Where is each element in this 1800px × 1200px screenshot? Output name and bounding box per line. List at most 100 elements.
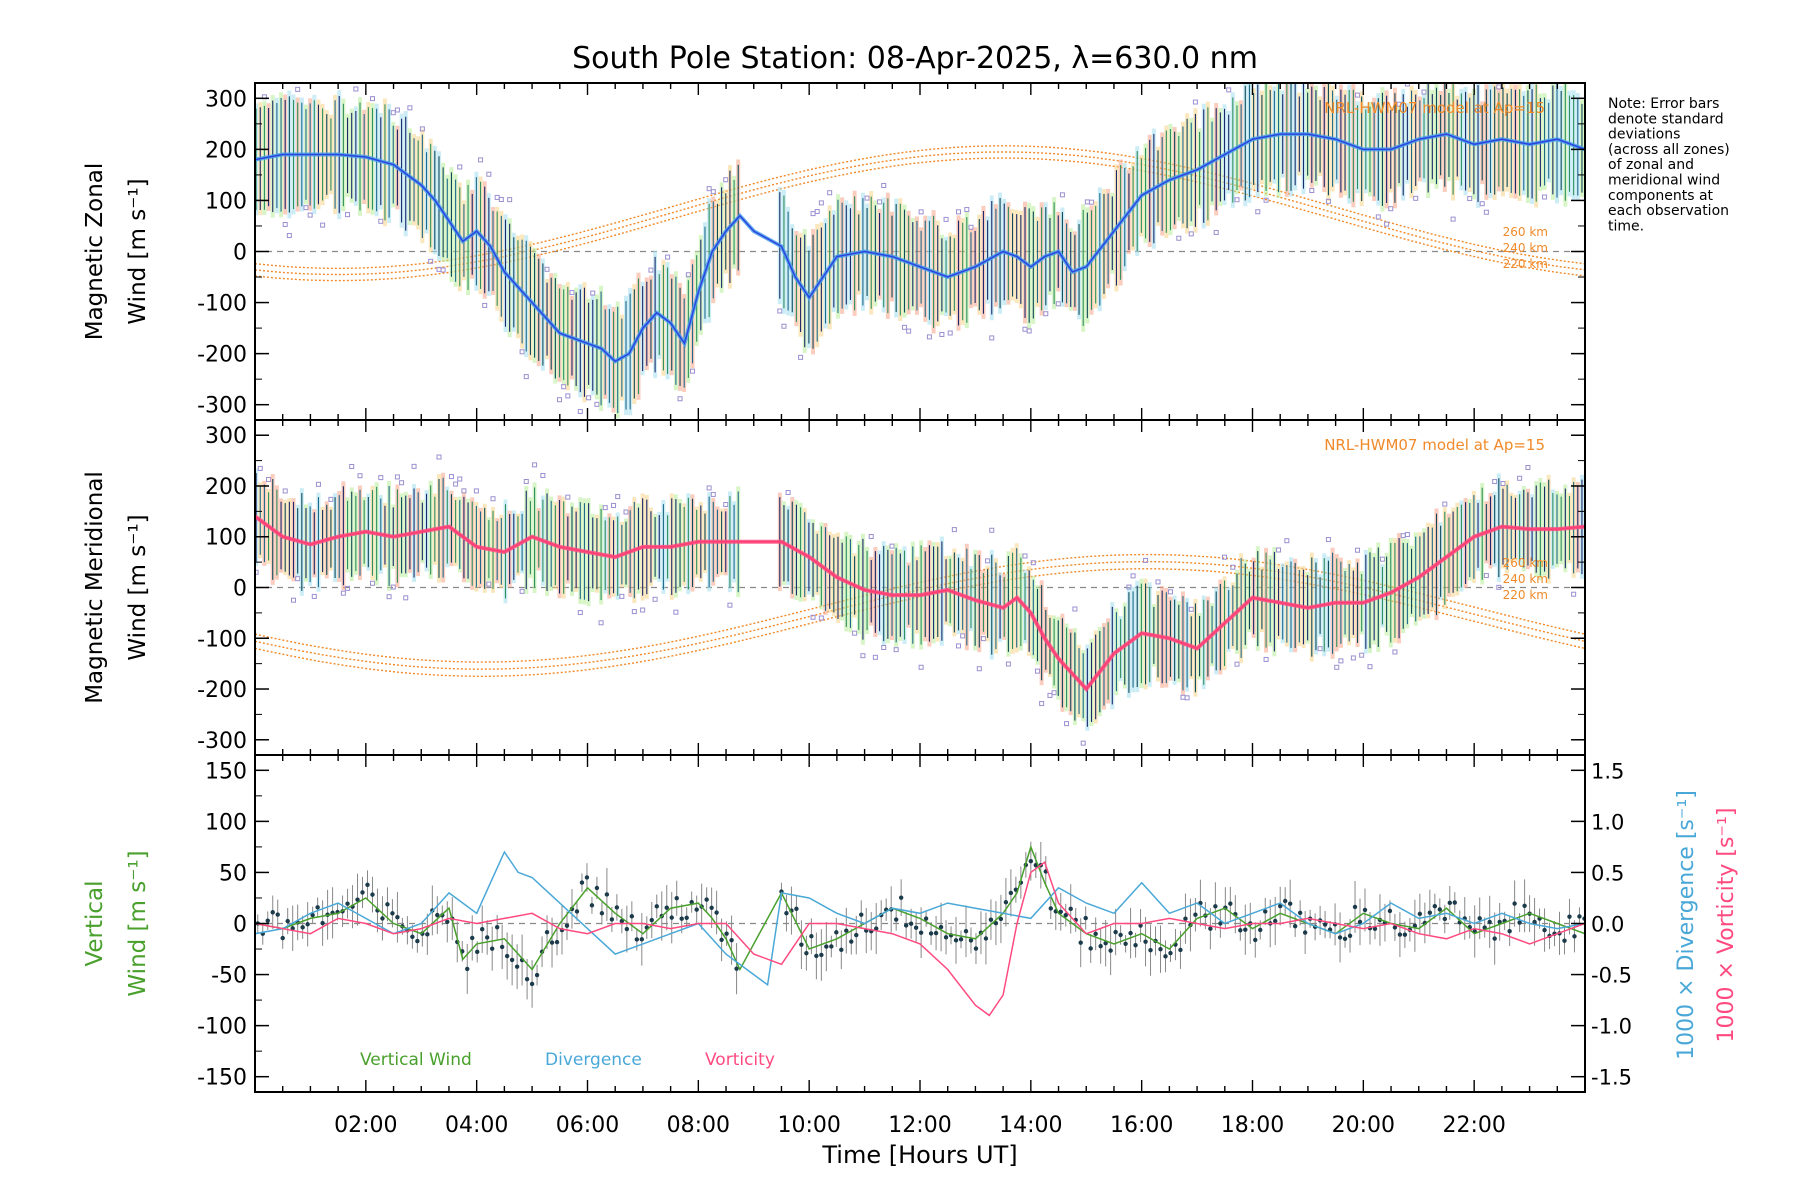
vertical-wind-point <box>1437 907 1443 912</box>
outlier-point <box>357 473 363 479</box>
outlier-point <box>827 190 833 196</box>
outlier-point <box>295 576 301 582</box>
vertical-wind-point <box>345 901 350 906</box>
outlier-point <box>345 585 351 591</box>
vertical-wind-point <box>1228 901 1233 906</box>
vertical-wind-point <box>1397 932 1403 937</box>
note-line: components at <box>1608 188 1714 204</box>
vertical-wind-point <box>1138 923 1143 928</box>
y-tick-label: -200 <box>197 343 247 368</box>
vertical-wind-point <box>784 911 789 916</box>
vertical-wind-point <box>849 939 854 944</box>
outlier-point <box>860 653 866 659</box>
outlier-point <box>1080 740 1086 746</box>
model-altitude-label: 220 km <box>1503 588 1548 602</box>
vertical-wind-point <box>435 912 440 918</box>
y-axis-label-line1: Magnetic Zonal <box>82 163 108 341</box>
vertical-wind-point <box>834 930 839 935</box>
vertical-wind-point <box>604 892 610 897</box>
vertical-wind-point <box>589 903 595 908</box>
x-tick-label: 04:00 <box>445 1113 508 1138</box>
vertical-wind-point <box>814 953 819 959</box>
vertical-wind-point <box>1103 941 1108 946</box>
vertical-wind-point <box>365 882 370 888</box>
vertical-wind-point <box>509 957 515 963</box>
vertical-wind-point <box>290 926 295 931</box>
vertical-wind-point <box>275 912 280 917</box>
outlier-point <box>282 221 288 227</box>
outlier-point <box>1325 537 1331 543</box>
vertical-wind-point <box>1452 900 1457 905</box>
vertical-wind-point <box>1542 927 1547 933</box>
outlier-point <box>1234 197 1240 203</box>
outlier-point <box>960 633 966 639</box>
vertical-wind-point <box>1063 912 1068 918</box>
vertical-wind-point <box>1123 941 1128 946</box>
outlier-point <box>868 533 874 539</box>
outlier-point <box>1276 547 1282 553</box>
outlier-point <box>303 205 309 211</box>
outlier-point <box>889 543 895 549</box>
outlier-point <box>1372 77 1376 81</box>
vertical-wind-point <box>664 905 669 910</box>
vertical-wind-point <box>1093 931 1098 937</box>
outlier-point <box>1430 68 1434 72</box>
vertical-wind-point <box>908 921 914 926</box>
outlier-point <box>1043 311 1049 317</box>
outlier-point <box>1347 78 1351 82</box>
vertical-wind-point <box>1143 939 1148 944</box>
outlier-point <box>1442 501 1448 507</box>
vertical-wind-point <box>829 944 834 949</box>
vertical-wind-point <box>355 897 360 902</box>
outlier-point <box>1500 481 1506 487</box>
vertical-wind-point <box>415 938 420 944</box>
outlier-point <box>1234 661 1240 667</box>
outlier-point <box>255 569 259 575</box>
y-tick-label: 50 <box>219 861 247 886</box>
right-tick-label: 0.5 <box>1591 861 1624 885</box>
vertical-wind-point <box>649 917 654 923</box>
y-tick-label: -100 <box>197 1015 247 1040</box>
vertical-wind-point <box>1362 907 1368 913</box>
outlier-point <box>448 474 454 480</box>
outlier-point <box>1143 557 1149 563</box>
outlier-point <box>665 254 671 260</box>
vertical-wind-point <box>1238 928 1243 933</box>
outlier-point <box>710 491 716 497</box>
note-line: of zonal and <box>1608 157 1694 173</box>
outlier-point <box>1084 199 1090 205</box>
x-tick-label: 22:00 <box>1442 1113 1505 1138</box>
outlier-point <box>1022 553 1028 559</box>
outlier-point <box>1263 656 1269 662</box>
right-tick-label: -0.5 <box>1591 964 1632 988</box>
outlier-point <box>390 584 396 590</box>
outlier-point <box>544 266 550 272</box>
outlier-point <box>1496 584 1502 590</box>
vertical-wind-point <box>1492 936 1497 941</box>
outlier-point <box>1379 556 1385 562</box>
outlier-point <box>964 207 970 213</box>
outlier-point <box>648 267 654 273</box>
outlier-point <box>1525 464 1531 470</box>
outlier-point <box>1355 547 1361 553</box>
outlier-point <box>1538 76 1542 80</box>
outlier-point <box>1367 664 1373 670</box>
vertical-wind-point <box>504 953 510 959</box>
y-tick-label: -100 <box>197 292 247 317</box>
vertical-wind-point <box>1447 900 1452 906</box>
outlier-point <box>1392 649 1398 655</box>
outlier-point <box>1155 579 1161 585</box>
outlier-point <box>498 196 504 202</box>
right-tick-label: -1.0 <box>1591 1015 1632 1039</box>
vertical-wind-point <box>1507 928 1512 934</box>
vertical-wind-point <box>1148 948 1153 953</box>
chart-title: South Pole Station: 08-Apr-2025, λ=630.0… <box>572 41 1258 76</box>
vertical-wind-point <box>609 917 615 922</box>
outlier-point <box>1051 690 1057 696</box>
outlier-point <box>777 308 783 314</box>
vertical-wind-point <box>933 930 939 936</box>
vertical-wind-point <box>684 915 689 920</box>
vertical-wind-point <box>1532 919 1537 925</box>
outlier-point <box>577 610 583 616</box>
outlier-point <box>947 330 953 336</box>
